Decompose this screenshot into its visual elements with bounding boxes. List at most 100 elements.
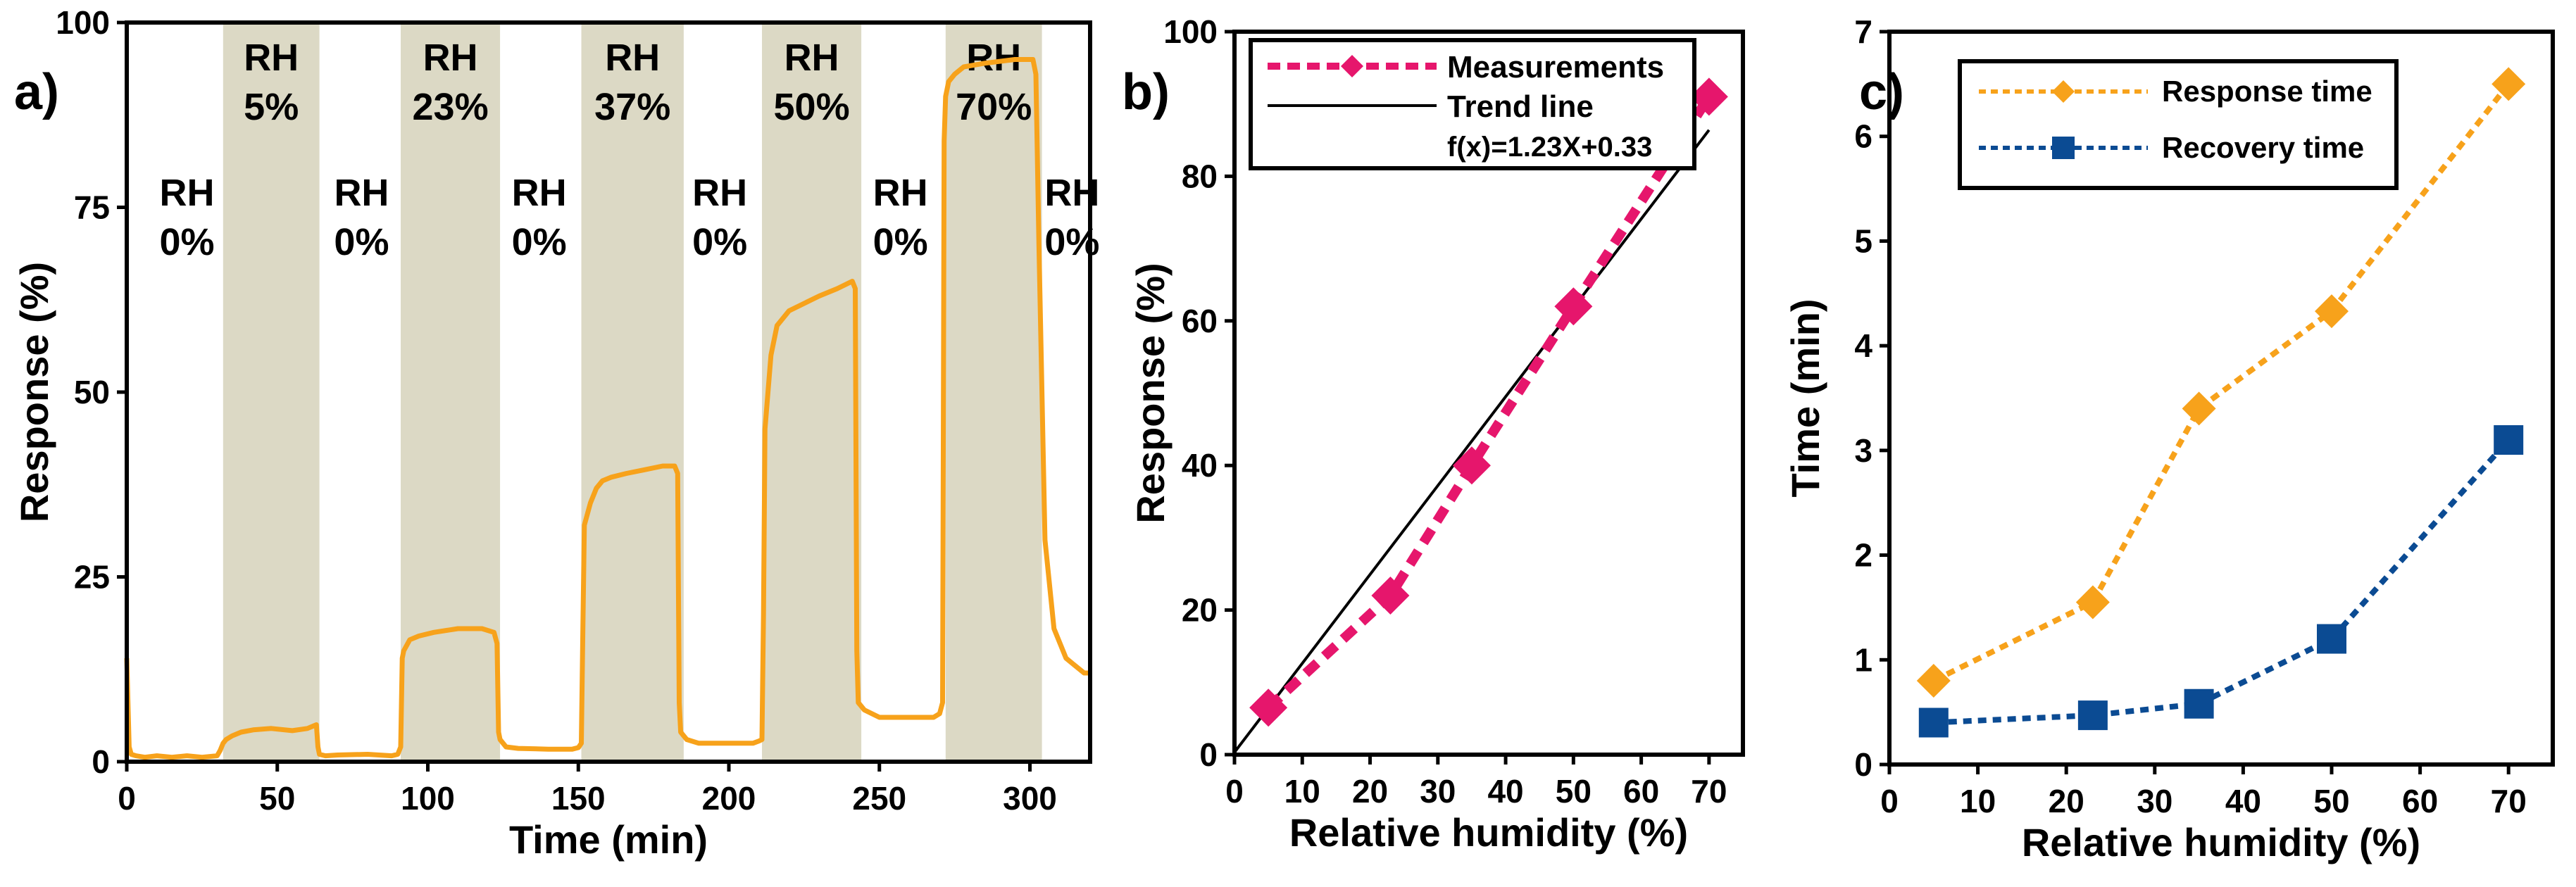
response-time-point	[1916, 664, 1951, 698]
zero-label-percent: 0%	[512, 221, 567, 263]
recovery-time-point	[1918, 707, 1949, 738]
response-time-point	[2315, 294, 2349, 329]
x-tick-label: 50	[1556, 773, 1592, 810]
band-label-rh: RH	[423, 37, 478, 79]
x-tick-label: 60	[1623, 773, 1659, 810]
x-tick-label: 40	[2225, 783, 2261, 819]
band-label-rh: RH	[244, 37, 299, 79]
y-tick-label: 40	[1182, 447, 1218, 484]
x-tick-label: 70	[1691, 773, 1727, 810]
measurement-point	[1249, 688, 1288, 727]
x-tick-label: 20	[2049, 783, 2084, 819]
recovery-time-point	[2184, 688, 2214, 719]
response-time-point	[2491, 67, 2526, 101]
y-tick-label: 4	[1854, 327, 1872, 364]
response-time-point	[2182, 391, 2216, 426]
humidity-band	[762, 23, 862, 762]
legend-measurements-marker	[1341, 55, 1363, 77]
x-tick-label: 100	[401, 780, 455, 817]
humidity-band	[945, 23, 1042, 762]
y-tick-label: 60	[1182, 303, 1218, 339]
band-label-percent: 23%	[413, 86, 489, 128]
x-tick-label: 150	[551, 780, 606, 817]
zero-label-percent: 0%	[334, 221, 389, 263]
legend-measurements-label: Measurements	[1447, 50, 1664, 84]
panel-label: c)	[1859, 64, 1904, 120]
band-label-percent: 70%	[956, 86, 1032, 128]
y-tick-label: 50	[74, 374, 110, 410]
y-tick-label: 3	[1854, 432, 1872, 469]
measurement-point	[1371, 577, 1410, 615]
band-label-rh: RH	[784, 37, 839, 79]
zero-label-rh: RH	[512, 172, 567, 214]
x-tick-label: 300	[1003, 780, 1057, 817]
humidity-band	[581, 23, 684, 762]
legend-response-time-label: Response time	[2162, 75, 2372, 108]
response-curve	[124, 57, 1090, 760]
zero-label-percent: 0%	[692, 221, 747, 263]
x-tick-label: 40	[1487, 773, 1523, 810]
y-tick-label: 0	[1854, 746, 1872, 783]
x-tick-label: 50	[259, 780, 295, 817]
x-tick-label: 10	[1284, 773, 1320, 810]
recovery-time-line	[1933, 438, 2511, 726]
plot-frame	[1887, 30, 2555, 767]
y-axis-title: Time (min)	[1783, 298, 1827, 497]
y-tick-label: 100	[1163, 13, 1218, 50]
zero-label-rh: RH	[692, 172, 747, 214]
zero-label-percent: 0%	[159, 221, 214, 263]
humidity-band	[223, 23, 320, 762]
x-tick-label: 200	[702, 780, 756, 817]
y-tick-label: 0	[1199, 736, 1218, 773]
legend-trend-label: Trend line	[1447, 89, 1594, 124]
y-tick-label: 100	[56, 4, 110, 41]
measurement-point	[1689, 77, 1728, 116]
zero-label-rh: RH	[873, 172, 928, 214]
legend-response-time-marker	[2052, 80, 2075, 103]
trend-line	[1233, 129, 1711, 753]
y-tick-label: 7	[1854, 13, 1872, 50]
x-tick-label: 30	[1420, 773, 1456, 810]
band-label-percent: 5%	[244, 86, 299, 128]
recovery-time-point	[2317, 624, 2346, 654]
x-tick-label: 70	[2491, 783, 2527, 819]
x-tick-label: 60	[2402, 783, 2438, 819]
x-axis-title: Relative humidity (%)	[2022, 820, 2420, 864]
y-tick-label: 20	[1182, 592, 1218, 629]
measurement-point	[1554, 287, 1593, 326]
x-tick-label: 10	[1960, 783, 1996, 819]
y-tick-label: 6	[1854, 118, 1872, 155]
y-tick-label: 1	[1854, 641, 1872, 678]
legend-recovery-time-label: Recovery time	[2162, 131, 2364, 164]
x-tick-label: 30	[2137, 783, 2172, 819]
x-axis-title: Relative humidity (%)	[1289, 810, 1688, 855]
plot-frame	[1232, 30, 1745, 757]
band-label-rh: RH	[605, 37, 660, 79]
x-axis-title: Time (min)	[509, 817, 708, 862]
y-tick-label: 5	[1854, 222, 1872, 259]
recovery-time-point	[2077, 700, 2108, 731]
x-tick-label: 250	[852, 780, 906, 817]
panel-b-response-vs-humidity: Measurements Trend line f(x)=1.23X+0.33 0 10…	[1122, 13, 1745, 855]
x-tick-label: 0	[1880, 783, 1899, 819]
panel-label: a)	[14, 64, 59, 120]
legend-recovery-time-marker	[2052, 137, 2075, 159]
measurements-line	[1265, 94, 1713, 712]
y-tick-label: 75	[74, 189, 110, 226]
x-tick-label: 50	[2313, 783, 2349, 819]
recovery-time-point	[2494, 424, 2524, 455]
measurement-point	[1452, 446, 1491, 485]
y-axis-title: Response (%)	[12, 262, 56, 522]
y-axis-title: Response (%)	[1128, 263, 1173, 523]
humidity-band	[401, 23, 501, 762]
zero-label-rh: RH	[160, 172, 215, 214]
band-label-percent: 37%	[594, 86, 670, 128]
trend-equation: f(x)=1.23X+0.33	[1447, 132, 1652, 163]
y-tick-label: 0	[92, 743, 110, 780]
zero-label-rh: RH	[334, 172, 389, 214]
panel-label: b)	[1122, 64, 1170, 120]
x-tick-label: 20	[1352, 773, 1388, 810]
x-tick-label: 0	[1225, 773, 1244, 810]
